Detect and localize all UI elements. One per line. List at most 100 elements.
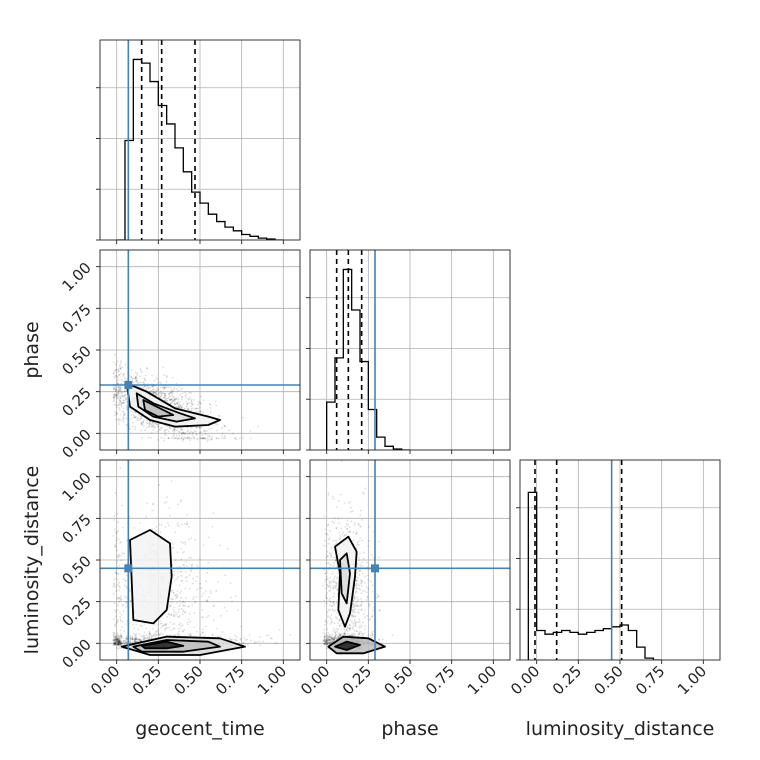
scatter-point [158, 634, 161, 637]
scatter-point [259, 644, 262, 646]
scatter-point [370, 636, 373, 639]
y-tick-label: 0.25 [58, 594, 94, 630]
scatter-point [170, 614, 173, 617]
scatter-point [185, 560, 187, 563]
scatter-point [360, 632, 363, 635]
scatter-point [324, 642, 327, 645]
scatter-point [160, 626, 163, 629]
scatter-point [359, 525, 361, 528]
scatter-point [193, 430, 196, 432]
scatter-point [215, 590, 218, 592]
scatter-point [119, 397, 121, 399]
scatter-point [323, 643, 326, 646]
scatter-point [339, 633, 342, 636]
scatter-point [333, 522, 336, 524]
scatter-point [267, 634, 270, 637]
scatter-point [192, 598, 195, 601]
x-axis-label-geocent_time: geocent_time [135, 718, 264, 740]
scatter-point [238, 437, 241, 440]
scatter-point [324, 581, 327, 584]
scatter-point [159, 394, 161, 397]
scatter-point [352, 539, 355, 542]
scatter-point [120, 504, 123, 507]
scatter-point [134, 634, 137, 637]
scatter-point [124, 394, 126, 396]
scatter-point [116, 643, 119, 646]
scatter-point [146, 636, 149, 639]
scatter-point [219, 544, 221, 547]
scatter-point [358, 626, 361, 629]
scatter-point [355, 587, 358, 589]
scatter-point [184, 391, 186, 394]
scatter-point [199, 430, 202, 433]
scatter-point [160, 426, 163, 429]
scatter-point [112, 643, 115, 646]
scatter-point [134, 425, 137, 428]
scatter-point [140, 429, 142, 432]
scatter-point [220, 615, 222, 617]
scatter-point [114, 636, 117, 638]
scatter-point [115, 411, 118, 414]
scatter-point [155, 391, 157, 394]
scatter-point [210, 427, 213, 430]
scatter-point [164, 392, 167, 395]
scatter-point [209, 403, 212, 406]
scatter-point [339, 634, 341, 636]
scatter-point [327, 636, 330, 639]
scatter-point [146, 422, 149, 425]
scatter-point [143, 378, 146, 381]
scatter-point [332, 579, 335, 582]
scatter-point [330, 554, 333, 557]
scatter-point [333, 604, 336, 606]
scatter-point [339, 633, 342, 636]
scatter-point [114, 639, 116, 642]
scatter-point [333, 638, 336, 641]
scatter-point [120, 643, 122, 646]
scatter-point [354, 584, 357, 587]
scatter-point [117, 641, 120, 644]
scatter-point [178, 630, 181, 633]
scatter-point [117, 642, 120, 645]
scatter-point [113, 393, 116, 395]
scatter-point [118, 637, 121, 640]
scatter-point [334, 585, 337, 588]
scatter-point [118, 589, 120, 592]
scatter-point [352, 531, 355, 534]
scatter-point [329, 600, 332, 603]
scatter-point [181, 396, 184, 398]
scatter-point [178, 386, 181, 388]
scatter-point [356, 583, 359, 586]
x-tick-label: 1.00 [674, 662, 710, 698]
scatter-point [326, 643, 329, 645]
scatter-point [157, 632, 160, 635]
scatter-point [269, 637, 272, 639]
scatter-point [177, 616, 180, 619]
scatter-point [163, 392, 166, 395]
scatter-point [204, 438, 207, 440]
scatter-point [237, 609, 239, 612]
scatter-point [194, 538, 197, 541]
scatter-point [172, 432, 175, 435]
scatter-point [205, 600, 208, 603]
scatter-point [198, 426, 201, 429]
scatter-point [355, 630, 358, 633]
scatter-point [335, 627, 338, 630]
scatter-point [146, 502, 149, 505]
scatter-point [159, 620, 162, 623]
scatter-point [117, 572, 120, 575]
scatter-point [208, 434, 211, 437]
scatter-point [340, 635, 342, 638]
scatter-point [117, 643, 120, 646]
scatter-point [122, 402, 124, 405]
scatter-point [334, 635, 337, 638]
scatter-point [114, 638, 116, 640]
scatter-point [193, 612, 196, 614]
scatter-point [184, 432, 187, 434]
scatter-point [120, 642, 123, 645]
scatter-point [326, 643, 329, 646]
scatter-point [355, 625, 357, 627]
scatter-point [186, 621, 189, 624]
scatter-point [335, 636, 338, 639]
scatter-point [163, 388, 166, 390]
scatter-point [112, 634, 115, 637]
